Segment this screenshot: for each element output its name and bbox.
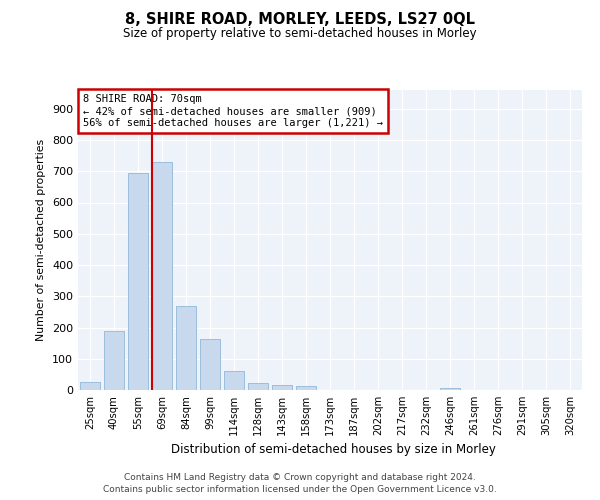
Text: Distribution of semi-detached houses by size in Morley: Distribution of semi-detached houses by … [170,442,496,456]
Bar [128,172,148,390]
Bar [104,331,124,390]
Text: 8, SHIRE ROAD, MORLEY, LEEDS, LS27 0QL: 8, SHIRE ROAD, MORLEY, LEEDS, LS27 0QL [125,12,475,28]
Bar [248,383,268,390]
Text: 8 SHIRE ROAD: 70sqm
← 42% of semi-detached houses are smaller (909)
56% of semi-: 8 SHIRE ROAD: 70sqm ← 42% of semi-detach… [83,94,383,128]
Text: Contains HM Land Registry data © Crown copyright and database right 2024.: Contains HM Land Registry data © Crown c… [124,472,476,482]
Bar [200,340,220,390]
Bar [272,386,292,390]
Bar [80,382,100,390]
Bar [176,306,196,390]
Text: Contains public sector information licensed under the Open Government Licence v3: Contains public sector information licen… [103,485,497,494]
Bar [224,371,244,390]
Y-axis label: Number of semi-detached properties: Number of semi-detached properties [37,139,46,341]
Text: Size of property relative to semi-detached houses in Morley: Size of property relative to semi-detach… [123,28,477,40]
Bar [440,388,460,390]
Bar [296,386,316,390]
Bar [152,162,172,390]
